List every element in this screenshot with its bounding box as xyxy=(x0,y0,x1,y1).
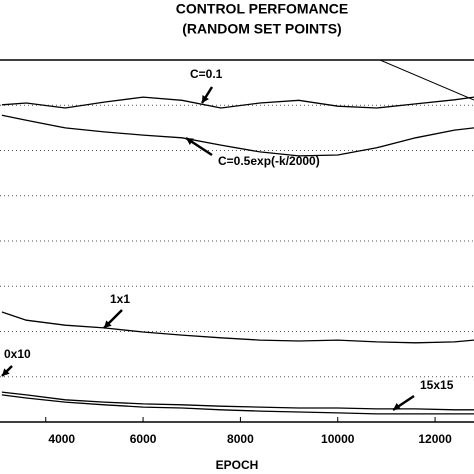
series-line xyxy=(1,394,474,415)
chart-title: CONTROL PERFOMANCE xyxy=(176,1,348,17)
arrow-head xyxy=(2,368,10,376)
series-label: C=0.1 xyxy=(190,67,223,81)
series-line xyxy=(1,96,474,109)
series-label: 1x1 xyxy=(110,292,130,306)
arrow-head xyxy=(393,402,401,410)
curve-fragment xyxy=(379,59,474,101)
arrow-head xyxy=(104,320,112,328)
series-line xyxy=(1,114,474,157)
x-tick-label: 12000 xyxy=(418,432,452,446)
series-label: 0x10 xyxy=(4,347,31,361)
x-tick-label: 8000 xyxy=(227,432,254,446)
series-label: 15x15 xyxy=(420,378,454,392)
x-tick-label: 10000 xyxy=(321,432,355,446)
series-label: C=0.5exp(-k/2000) xyxy=(218,154,320,168)
arrow-head xyxy=(186,138,194,146)
chart-subtitle: (RANDOM SET POINTS) xyxy=(182,21,341,37)
series-line xyxy=(1,311,474,344)
series-line xyxy=(1,391,474,411)
x-tick-label: 6000 xyxy=(130,432,157,446)
x-tick-label: 4000 xyxy=(48,432,75,446)
x-axis-label: EPOCH xyxy=(216,458,259,472)
arrow-head xyxy=(202,95,209,103)
